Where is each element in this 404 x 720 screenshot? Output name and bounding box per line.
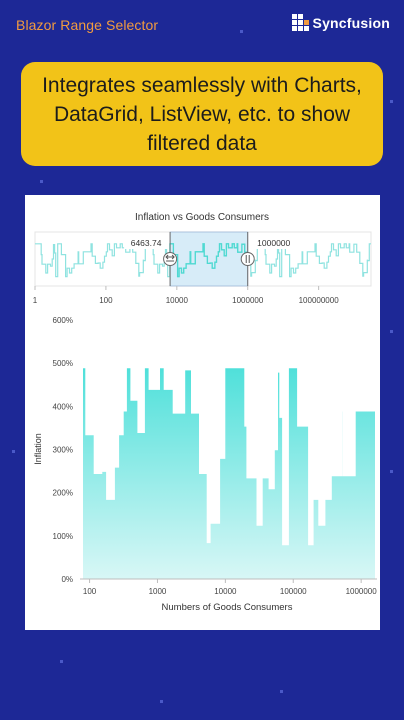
x-tick-label: 1000: [149, 587, 167, 596]
syncfusion-logo-icon: [291, 14, 309, 31]
y-tick-label: 400%: [53, 402, 73, 411]
range-start-label-box: [124, 235, 169, 249]
thumb-grip-icon: [165, 254, 175, 262]
brand: Syncfusion: [291, 14, 390, 32]
thumb-handle[interactable]: [163, 252, 178, 266]
app-title: Blazor Range Selector: [16, 17, 159, 33]
navigator-axis-ticks: 1 100 10000 1000000 100000000: [33, 286, 339, 305]
area-series: [83, 367, 375, 579]
thumb-handle[interactable]: [240, 252, 255, 266]
x-axis-ticks: 100 1000 10000 100000 1000000: [83, 579, 377, 596]
y-tick-label: 200%: [53, 489, 73, 498]
callout-text: Integrates seamlessly with Charts, DataG…: [42, 73, 362, 155]
y-tick-label: 500%: [53, 359, 73, 368]
y-tick-label: 300%: [53, 446, 73, 455]
y-tick-label: 100%: [53, 532, 73, 541]
x-axis-title: Numbers of Goods Consumers: [162, 602, 293, 613]
chart-canvas: Inflation vs Goods Consumers 6463.74 100…: [33, 212, 377, 613]
range-start-label: 6463.74: [131, 238, 162, 248]
navigator-tick-label: 100000000: [299, 296, 340, 305]
y-axis-ticks: 0% 100% 200% 300% 400% 500% 600%: [53, 316, 73, 584]
range-end-label: 1000000: [257, 238, 290, 248]
y-tick-label: 0%: [61, 575, 73, 584]
x-tick-label: 10000: [214, 587, 237, 596]
feature-callout: Integrates seamlessly with Charts, DataG…: [21, 62, 383, 166]
y-tick-label: 600%: [53, 316, 73, 325]
brand-name: Syncfusion: [312, 15, 390, 31]
x-tick-label: 1000000: [346, 587, 378, 596]
area-series-outline: [83, 366, 375, 546]
top-bar: Blazor Range Selector Syncfusion: [0, 0, 404, 50]
range-start-thumb[interactable]: [163, 232, 178, 286]
navigator-tick-label: 1000000: [232, 296, 264, 305]
navigator-tick-label: 100: [99, 296, 113, 305]
y-axis-title: Inflation: [33, 433, 43, 465]
range-end-thumb[interactable]: [240, 232, 255, 286]
x-tick-label: 100000: [280, 587, 307, 596]
range-selector-title: Inflation vs Goods Consumers: [135, 212, 269, 223]
x-tick-label: 100: [83, 587, 97, 596]
navigator-series-line-selected: [170, 243, 248, 278]
range-selection-area[interactable]: [169, 231, 249, 287]
navigator-tick-label: 1: [33, 296, 38, 305]
navigator-tick-label: 10000: [166, 296, 189, 305]
range-end-label-box: [251, 235, 296, 249]
thumb-grip-icon: [245, 255, 250, 263]
chart-card: Inflation vs Goods Consumers 6463.74 100…: [25, 195, 380, 630]
